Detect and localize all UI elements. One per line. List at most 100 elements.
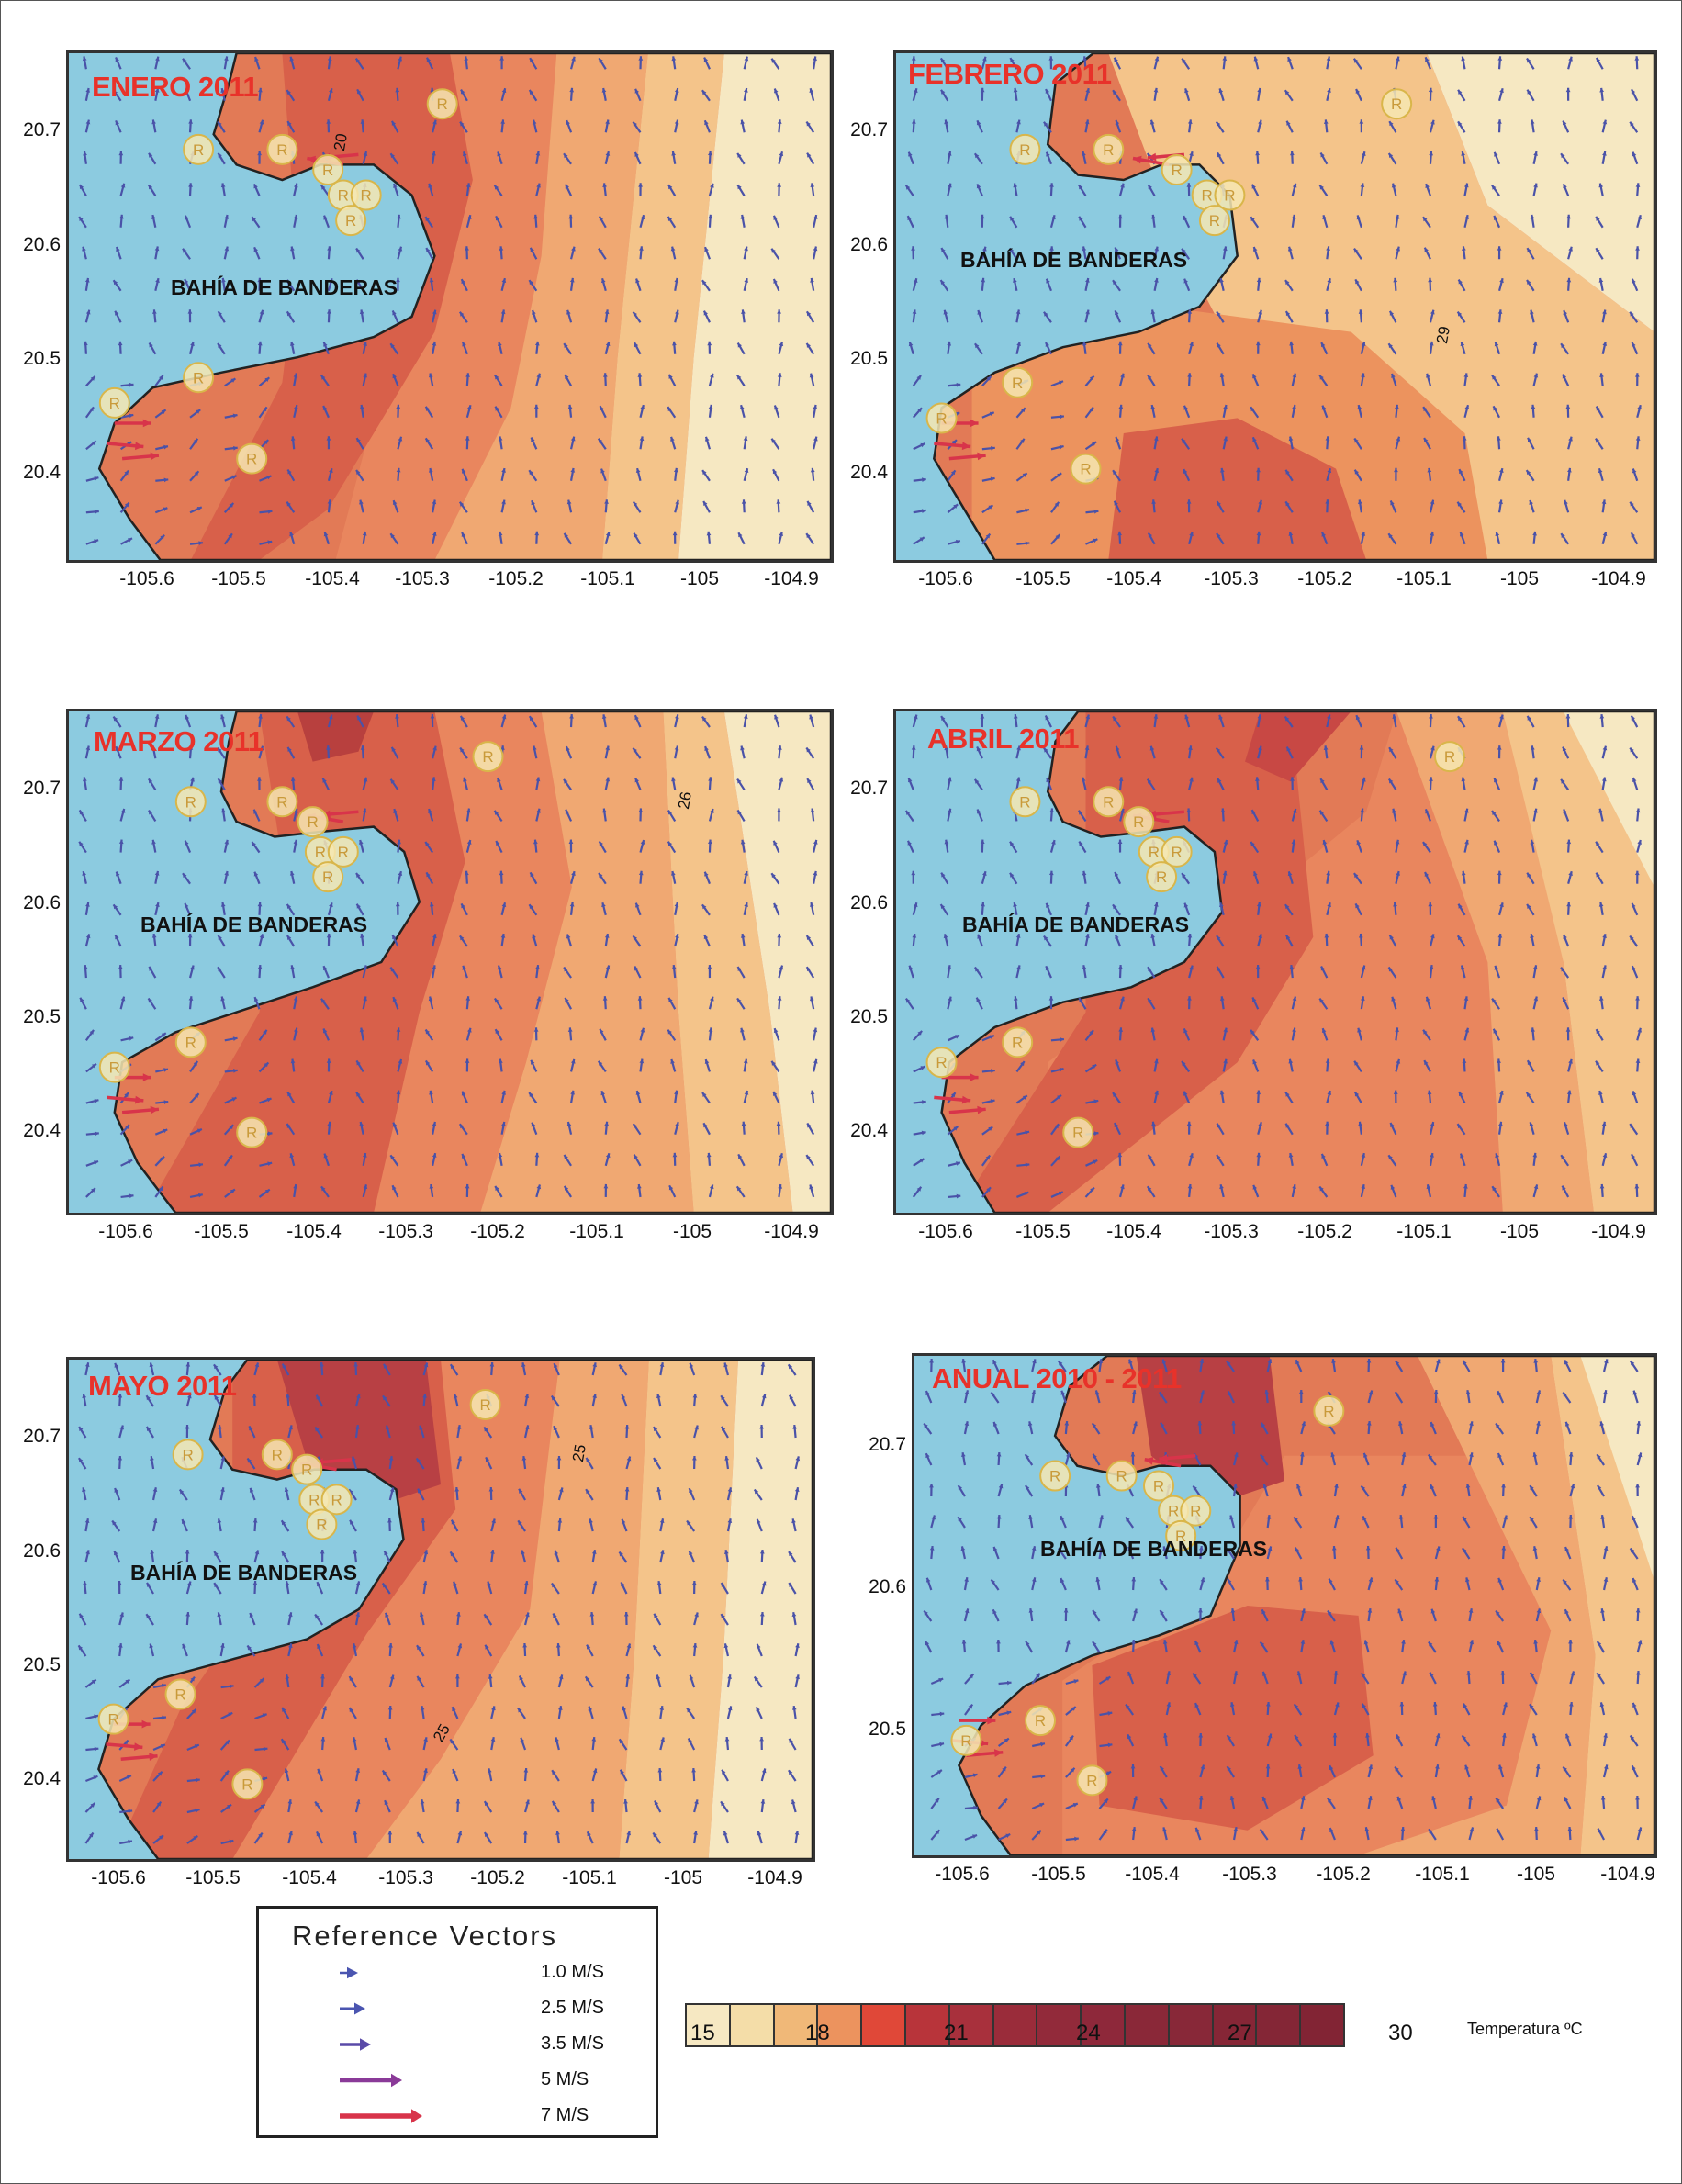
wind-vector-head [1151,499,1157,504]
wind-vector-head [356,1092,361,1097]
wind-vector-head [522,1831,528,1835]
wind-vector-head [1028,1515,1033,1519]
wind-vector-head [1128,1359,1133,1364]
wind-vector-head [1010,872,1015,878]
x-tick-label: -104.9 [1591,1221,1646,1242]
wind-vector-head [263,1029,267,1035]
wind-vector-head [656,1581,662,1585]
resort-marker: R [1002,366,1034,398]
wind-vector-head [813,246,818,252]
strong-wind-vector-head [970,1073,979,1081]
wind-vector-head [1188,745,1193,751]
wind-vector-head [1497,56,1503,61]
wind-vector-head [1561,778,1565,784]
wind-vector-head [777,808,781,812]
wind-vector-head [1329,1765,1334,1771]
wind-vector-head [1025,1485,1030,1491]
wind-vector-head [84,1362,90,1368]
wind-vector-head [229,502,234,508]
wind-vector-head [419,1425,423,1430]
wind-vector-head [257,965,263,969]
wind-vector-head [771,438,776,443]
wind-vector-head [1079,841,1083,846]
wind-vector-head [1499,902,1504,908]
wind-vector-head [1118,965,1123,969]
wind-vector-head [536,373,542,378]
wind-vector-head [465,1058,470,1063]
panel-title: MARZO 2011 [94,725,264,757]
wind-vector-head [604,934,610,938]
wind-vector-head [1182,58,1186,63]
wind-vector-head [1094,1390,1100,1395]
wind-vector-head [1006,1680,1012,1686]
wind-vector-head [1193,1485,1197,1491]
wind-vector-head [553,1613,557,1618]
wind-vector-head [316,1831,321,1837]
wind-vector-head [721,1583,726,1588]
wind-vector-head [1161,1422,1165,1428]
wind-vector-head [635,1091,641,1095]
wind-vector-head [599,58,603,63]
wind-vector-head [806,533,811,539]
wind-vector-head [263,407,267,412]
y-tick-label: 20.7 [850,119,888,140]
strong-wind-vector-head [133,1742,143,1751]
wind-vector-head [1093,1099,1099,1104]
strong-wind-vector-head [1159,1454,1168,1462]
wind-vector-head [232,413,238,419]
wind-vector-head [1115,1059,1119,1065]
wind-vector-head [776,1121,781,1126]
wind-vector-head [1055,1156,1060,1161]
wind-vector-head [163,1068,169,1072]
wind-vector-head [247,1645,252,1651]
wind-vector-head [452,1707,456,1712]
wind-vector-head [1198,1546,1204,1551]
wind-vector-head [667,216,673,221]
wind-vector-head [1228,1578,1232,1584]
wind-vector-head [621,1518,626,1524]
wind-vector-head [432,151,436,156]
wind-vector-head [917,1030,923,1036]
wind-vector-head [531,1122,536,1127]
wind-vector-head [1503,1515,1508,1520]
wind-vector-head [529,1092,533,1098]
wind-vector-head [813,215,818,219]
wind-vector-head [1256,531,1262,536]
wind-vector-head [1389,310,1395,316]
wind-vector-head [467,405,472,410]
x-tick-label: -105.2 [1316,1864,1371,1885]
wind-vector-head [1600,1796,1606,1800]
wind-vector-head [964,1577,969,1582]
wind-vector-head [1568,1452,1574,1457]
wind-vector-head [1563,310,1568,316]
wind-vector-head [294,405,298,409]
wind-vector-head [621,1582,625,1587]
wind-vector-head [707,341,712,346]
wind-vector-head [737,185,742,190]
wind-vector-head [981,277,986,283]
resort-marker: R [1123,806,1155,838]
wind-vector-head [1632,468,1637,474]
svg-text:R: R [1202,187,1213,205]
wind-vector-head [1428,277,1432,283]
x-tick-label: -105.5 [1031,1864,1086,1885]
wind-vector-head [605,532,611,537]
wind-vector-head [217,1518,222,1523]
svg-text:R: R [1035,1712,1046,1730]
wind-vector-head [1360,808,1365,813]
wind-vector-head [85,934,91,939]
wind-vector-head [430,714,435,719]
wind-vector-head [1533,1184,1539,1190]
contour-label: 25 [568,1442,589,1463]
svg-text:R: R [936,1054,947,1071]
wind-vector-head [773,88,779,94]
svg-text:R: R [193,141,204,159]
wind-vector-head [322,1706,327,1711]
wind-vector-head [359,499,364,505]
wind-vector-head [810,277,814,283]
wind-vector-head [1500,1359,1506,1363]
wind-vector-head [1435,1733,1441,1739]
wind-vector-head [777,183,782,187]
wind-vector-head [320,1737,326,1742]
wind-vector-head [461,532,466,537]
